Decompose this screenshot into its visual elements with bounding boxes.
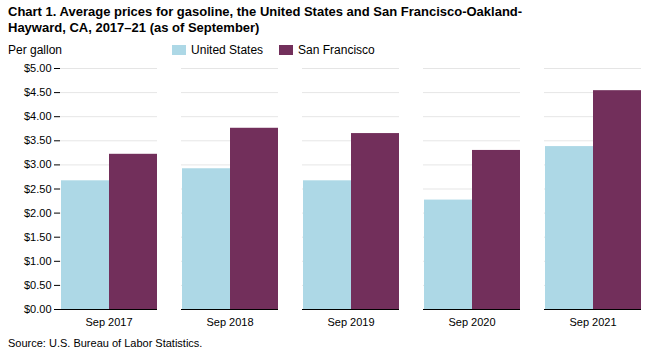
html-text:Source: U.S. Bureau of Labor S: Source: U.S. Bureau of Labor Statistics.	[8, 337, 203, 349]
svg-text:Sep 2018: Sep 2018	[206, 316, 253, 328]
svg-text:$0.00: $0.00	[24, 303, 52, 315]
svg-text:$5.00: $5.00	[24, 62, 52, 74]
svg-text:$1.50: $1.50	[24, 231, 52, 243]
svg-text:Sep 2019: Sep 2019	[327, 316, 374, 328]
svg-text:$2.50: $2.50	[24, 183, 52, 195]
html-text:Per gallon: Per gallon	[8, 43, 62, 57]
svg-text:$0.50: $0.50	[24, 279, 52, 291]
svg-text:Sep 2020: Sep 2020	[448, 316, 495, 328]
svg-text:$1.00: $1.00	[24, 255, 52, 267]
html-text:United States: United States	[191, 42, 264, 57]
svg-text:$3.00: $3.00	[24, 158, 52, 170]
html-text:Chart 1. Average prices for ga: Chart 1. Average prices for gasoline, th…	[8, 4, 523, 35]
svg-text:$4.50: $4.50	[24, 86, 52, 98]
svg-text:$3.50: $3.50	[24, 134, 52, 146]
html-text:San Francisco: San Francisco	[298, 42, 375, 57]
svg-text:$4.00: $4.00	[24, 110, 52, 122]
svg-text:Sep 2017: Sep 2017	[85, 316, 132, 328]
svg-text:Sep 2021: Sep 2021	[569, 316, 616, 328]
svg-text:$2.00: $2.00	[24, 207, 52, 219]
